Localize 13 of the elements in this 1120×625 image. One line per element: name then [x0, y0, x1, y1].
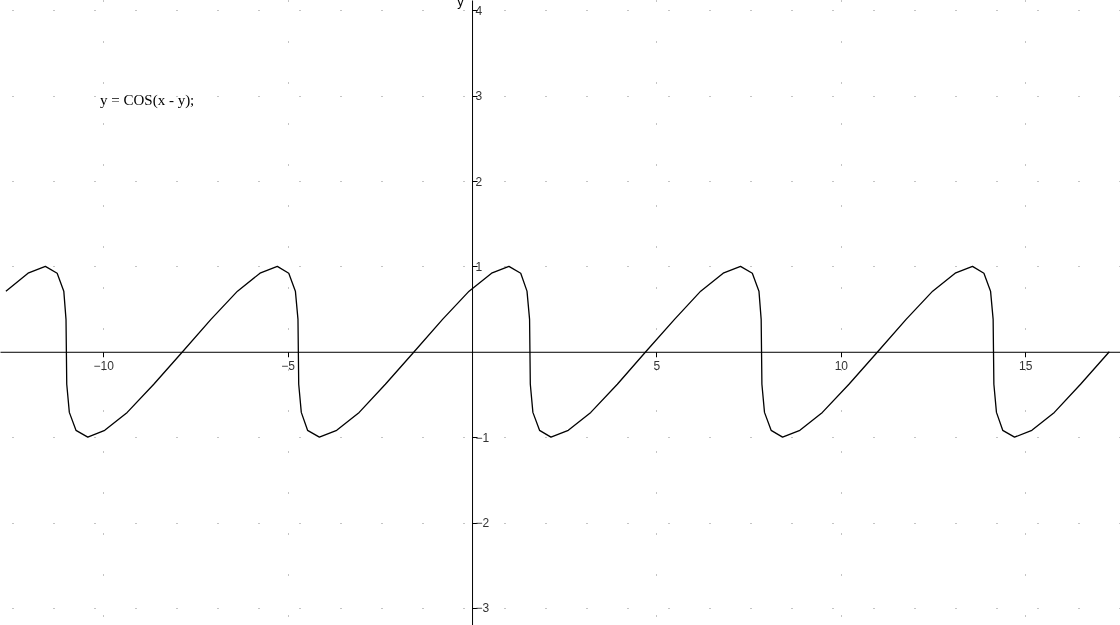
y-tick-label: 3 [475, 89, 483, 104]
y-tick-label: 1 [475, 259, 483, 274]
x-tick-label: −5 [281, 359, 296, 374]
x-tick-label: −10 [93, 359, 115, 374]
y-tick-label: −1 [475, 430, 490, 445]
x-tick-label: 5 [653, 359, 661, 374]
annotation: y = COS(x - y); [100, 92, 195, 109]
y-tick-label: −2 [475, 516, 490, 531]
y-tick-label: −3 [475, 601, 490, 616]
y-tick-label: 4 [475, 3, 483, 18]
x-tick-label: 15 [1019, 359, 1033, 374]
y-tick-label: 2 [475, 174, 483, 189]
x-tick-label: 10 [834, 359, 849, 374]
